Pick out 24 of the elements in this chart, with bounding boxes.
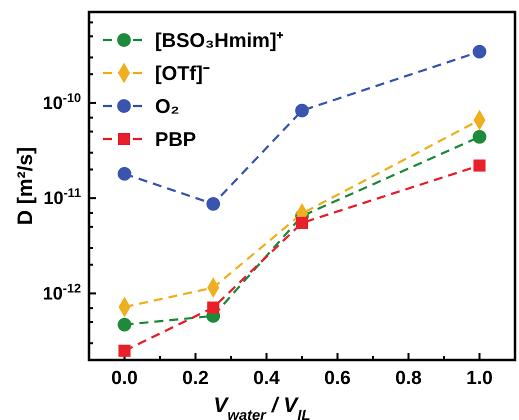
x-tick-label: 0.6 <box>324 368 351 389</box>
legend-label: PBP <box>155 129 196 151</box>
x-tick-label: 1.0 <box>466 368 493 389</box>
legend-label: O₂ <box>155 96 180 118</box>
point <box>207 302 220 314</box>
x-tick-label: 0.4 <box>253 368 280 389</box>
x-tick-label: 0.2 <box>182 368 209 389</box>
point <box>118 318 132 332</box>
y-tick-label: 10$^{-10}$ <box>42 90 81 113</box>
legend-label: [BSO₃Hmim]⁺ <box>155 30 284 52</box>
x-axis-title: V$_{water}$ / V$_{IL}$ <box>214 394 311 420</box>
y-tick-label: 10$^{-11}$ <box>43 186 81 208</box>
point <box>118 167 132 181</box>
point <box>206 197 220 211</box>
y-axis-title: D [m²/s] <box>14 146 37 226</box>
point <box>472 44 486 58</box>
legend-label: [OTf]⁻ <box>155 63 210 85</box>
point <box>472 130 486 144</box>
point <box>473 159 486 172</box>
point <box>118 344 131 357</box>
point <box>295 104 309 118</box>
x-tick-label: 0.0 <box>111 368 138 389</box>
x-tick-label: 0.8 <box>395 368 422 389</box>
y-tick-label: 10$^{-12}$ <box>42 281 81 304</box>
